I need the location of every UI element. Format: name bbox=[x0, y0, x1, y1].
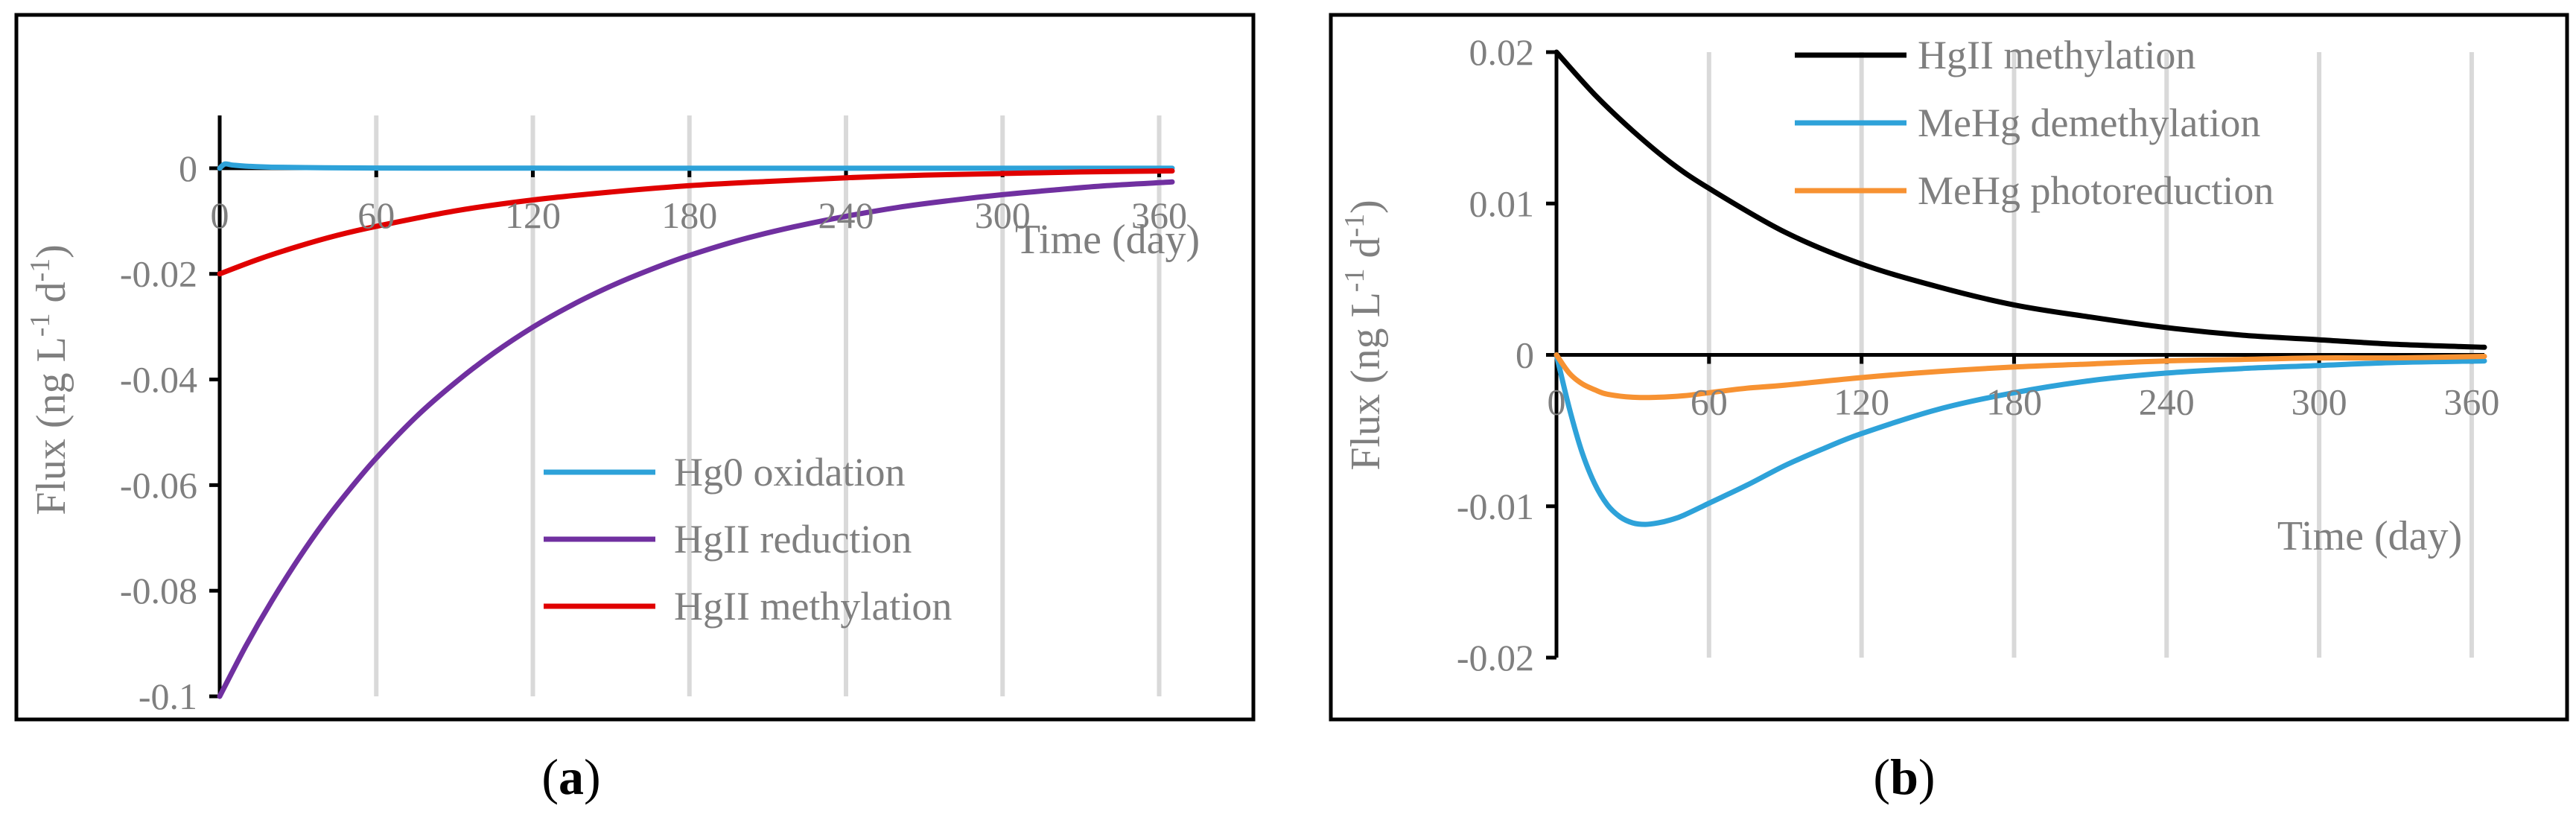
panel-a-series-line-hgii-reduction bbox=[217, 179, 1175, 699]
panel-b-legend: HgII methylation MeHg demethylation MeHg… bbox=[1795, 33, 2274, 213]
panel-a-x-tick-label: 240 bbox=[818, 194, 874, 236]
panel-b-x-tick-label: 60 bbox=[1691, 381, 1728, 423]
panel-a-y-tick-label: -0.04 bbox=[120, 359, 197, 401]
panel-a-x-tick-label: 300 bbox=[975, 194, 1031, 236]
panel-a-x-tick-label: 60 bbox=[357, 194, 395, 236]
panel-a-caption: (a) bbox=[541, 748, 600, 805]
panel-b-y-tick-label: -0.01 bbox=[1457, 486, 1534, 527]
panel-b-legend-label-mehg-photoreduction: MeHg photoreduction bbox=[1918, 168, 2274, 213]
panel-b-y-axis-title-main: Flux (ng L bbox=[1343, 292, 1389, 471]
panel-b-y-tick-label: 0 bbox=[1516, 334, 1534, 376]
panel-b-y-axis-title-mid: d bbox=[1343, 238, 1389, 269]
panel-a-y-axis-title-close: ) bbox=[28, 244, 74, 258]
panel-a-x-tick-label: 360 bbox=[1131, 194, 1187, 236]
panel-b-x-tick-label: 180 bbox=[1986, 381, 2042, 423]
panel-b-y-tick-label: 0.01 bbox=[1469, 182, 1535, 224]
panel-b-caption-label: b bbox=[1890, 748, 1918, 805]
panel-a-y-tick-label: -0.08 bbox=[120, 570, 197, 611]
panel-b-series bbox=[1553, 49, 2487, 527]
panel-a-y-axis-title-main: Flux (ng L bbox=[28, 337, 74, 515]
panel-a-frame bbox=[14, 13, 1256, 722]
panel-b-x-tick-label: 240 bbox=[2139, 381, 2195, 423]
panel-a-x-tick-label: 0 bbox=[211, 194, 229, 236]
panel-a-y-tick-label: 0 bbox=[179, 147, 197, 189]
panel-b-tick-labels: 0.02 0.01 0 -0.01 -0.02 0 60 120 180 240 300 360 bbox=[1457, 31, 2500, 678]
panel-a-legend-label-hgii-methylation: HgII methylation bbox=[674, 584, 952, 629]
panel-b-y-axis-title-sup: -1 bbox=[1339, 269, 1370, 293]
panel-a-y-axis-title-sup2: -1 bbox=[25, 258, 56, 282]
panel-a-x-axis-title: Time (day) bbox=[1015, 217, 1200, 263]
panel-a-y-tick-label: -0.06 bbox=[120, 464, 197, 506]
panel-b-series-line-mehg-photoreduction bbox=[1553, 352, 2487, 401]
panel-a-series-line-hg0-oxidation bbox=[217, 161, 1175, 171]
panel-b-x-tick-label: 300 bbox=[2292, 381, 2347, 423]
panel-a-caption-label: a bbox=[559, 748, 584, 805]
panel-b-y-tick-label: -0.02 bbox=[1457, 637, 1534, 678]
panel-b-legend-label-mehg-demethylation: MeHg demethylation bbox=[1918, 101, 2260, 145]
panel-b-x-axis-title: Time (day) bbox=[2277, 513, 2462, 559]
panel-b-caption: (b) bbox=[1873, 748, 1935, 805]
panel-a: 0 -0.02 -0.04 -0.06 -0.08 -0.1 0 60 120 180 240 300… bbox=[14, 13, 1256, 805]
panel-b-y-axis-title-close: ) bbox=[1343, 200, 1389, 214]
panel-a-legend-label-hgii-reduction: HgII reduction bbox=[674, 517, 912, 562]
panel-b-series-line-mehg-demethylation bbox=[1553, 352, 2487, 527]
panel-a-series bbox=[217, 161, 1175, 699]
panel-a-y-axis-title-sup: -1 bbox=[25, 314, 56, 337]
panel-a-y-axis-title: Flux (ng L-1 d-1) bbox=[25, 244, 74, 515]
panel-a-y-axis-title-mid: d bbox=[28, 282, 74, 314]
panel-a-x-tick-label: 180 bbox=[661, 194, 717, 236]
panel-b-x-tick-label: 360 bbox=[2443, 381, 2499, 423]
panel-a-legend: Hg0 oxidation HgII reduction HgII methyl… bbox=[544, 450, 952, 629]
panel-a-series-line-hgii-methylation bbox=[217, 168, 1175, 277]
panel-b: 0.02 0.01 0 -0.01 -0.02 0 60 120 180 240 300 360 Ti… bbox=[1329, 13, 2569, 805]
panel-a-legend-label-hg0-oxidation: Hg0 oxidation bbox=[674, 450, 905, 495]
panel-b-y-axis-title-sup2: -1 bbox=[1339, 214, 1370, 238]
panel-a-x-tick-label: 120 bbox=[505, 194, 561, 236]
panel-b-series-line-hgii-methylation bbox=[1553, 49, 2487, 350]
panel-a-tick-labels: 0 -0.02 -0.04 -0.06 -0.08 -0.1 0 60 120 180 240 300… bbox=[120, 147, 1187, 717]
panel-b-x-tick-label: 120 bbox=[1834, 381, 1889, 423]
panel-b-frame bbox=[1329, 13, 2569, 722]
panel-a-gridlines bbox=[374, 115, 1162, 696]
panel-b-legend-label-hgii-methylation: HgII methylation bbox=[1918, 33, 2195, 77]
panel-b-x-tick-label: 0 bbox=[1548, 381, 1566, 423]
panel-a-y-tick-label: -0.02 bbox=[120, 253, 197, 295]
panel-b-y-tick-label: 0.02 bbox=[1469, 31, 1535, 73]
panel-a-y-tick-label: -0.1 bbox=[139, 675, 197, 717]
panel-b-y-axis-title: Flux (ng L-1 d-1) bbox=[1339, 200, 1389, 471]
